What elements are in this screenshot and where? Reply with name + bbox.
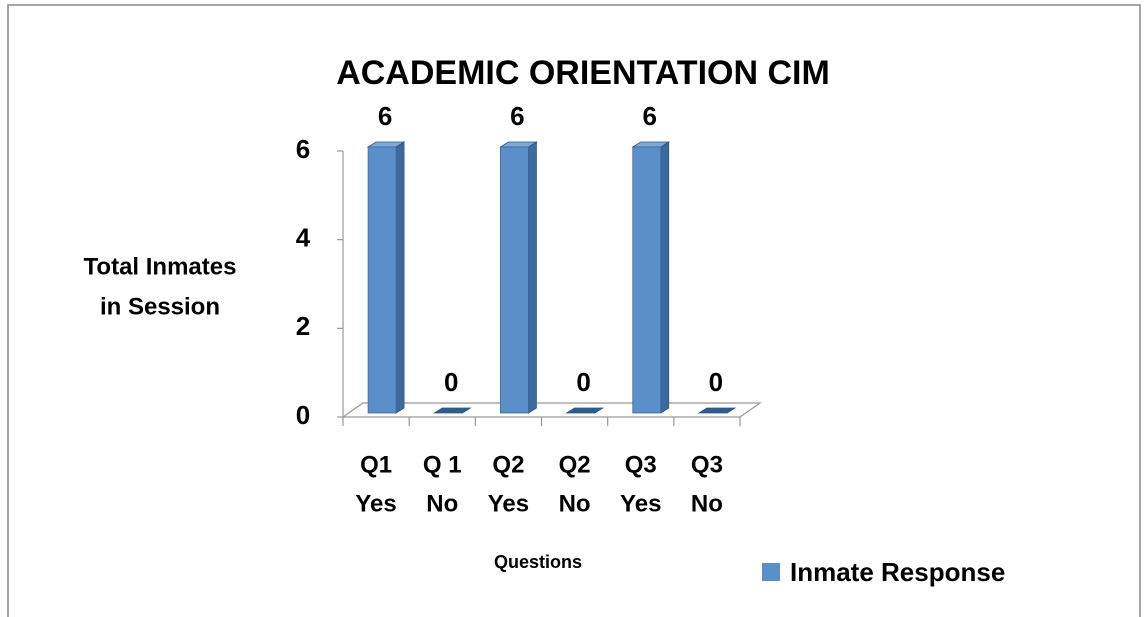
data-label: 6: [510, 101, 524, 131]
legend-label: Inmate Response: [790, 557, 1005, 587]
bar: [632, 146, 662, 414]
x-tick-label: Q3: [625, 451, 657, 478]
bar-top: [697, 407, 737, 414]
x-tick-label: No: [426, 490, 458, 517]
y-tick-label: 6: [296, 134, 310, 164]
x-tick-label: No: [559, 490, 591, 517]
bar-side: [395, 141, 405, 414]
x-tick-label: Q1: [360, 451, 392, 478]
bar-top: [432, 407, 472, 414]
x-tick-label: Q 1: [423, 451, 462, 478]
y-tick-label: 4: [296, 223, 311, 253]
bar: [367, 146, 397, 414]
x-tick-label: Yes: [355, 490, 396, 517]
x-tick-label: Yes: [620, 490, 661, 517]
bar-top: [565, 407, 604, 414]
data-label: 6: [378, 101, 392, 131]
legend-swatch: [762, 563, 780, 581]
x-tick-label: No: [691, 490, 723, 517]
chart-title: ACADEMIC ORIENTATION CIM: [336, 54, 830, 92]
y-axis-label: in Session: [100, 293, 220, 320]
data-label: 6: [643, 101, 657, 131]
x-tick-label: Q2: [492, 451, 524, 478]
data-label: 0: [576, 367, 590, 397]
x-axis-label: Questions: [494, 552, 582, 572]
y-axis-label: Total Inmates: [84, 253, 237, 280]
floor: [341, 402, 762, 418]
bar-side: [660, 141, 670, 414]
chart-frame: [7, 4, 1141, 617]
x-tick-label: Yes: [488, 490, 529, 517]
data-label: 0: [444, 367, 458, 397]
y-tick-label: 0: [296, 400, 310, 430]
bar: [500, 146, 529, 414]
bar-side: [528, 141, 537, 414]
data-label: 0: [709, 367, 723, 397]
y-tick-label: 2: [296, 311, 310, 341]
x-tick-label: Q3: [691, 451, 723, 478]
x-tick-label: Q2: [559, 451, 591, 478]
